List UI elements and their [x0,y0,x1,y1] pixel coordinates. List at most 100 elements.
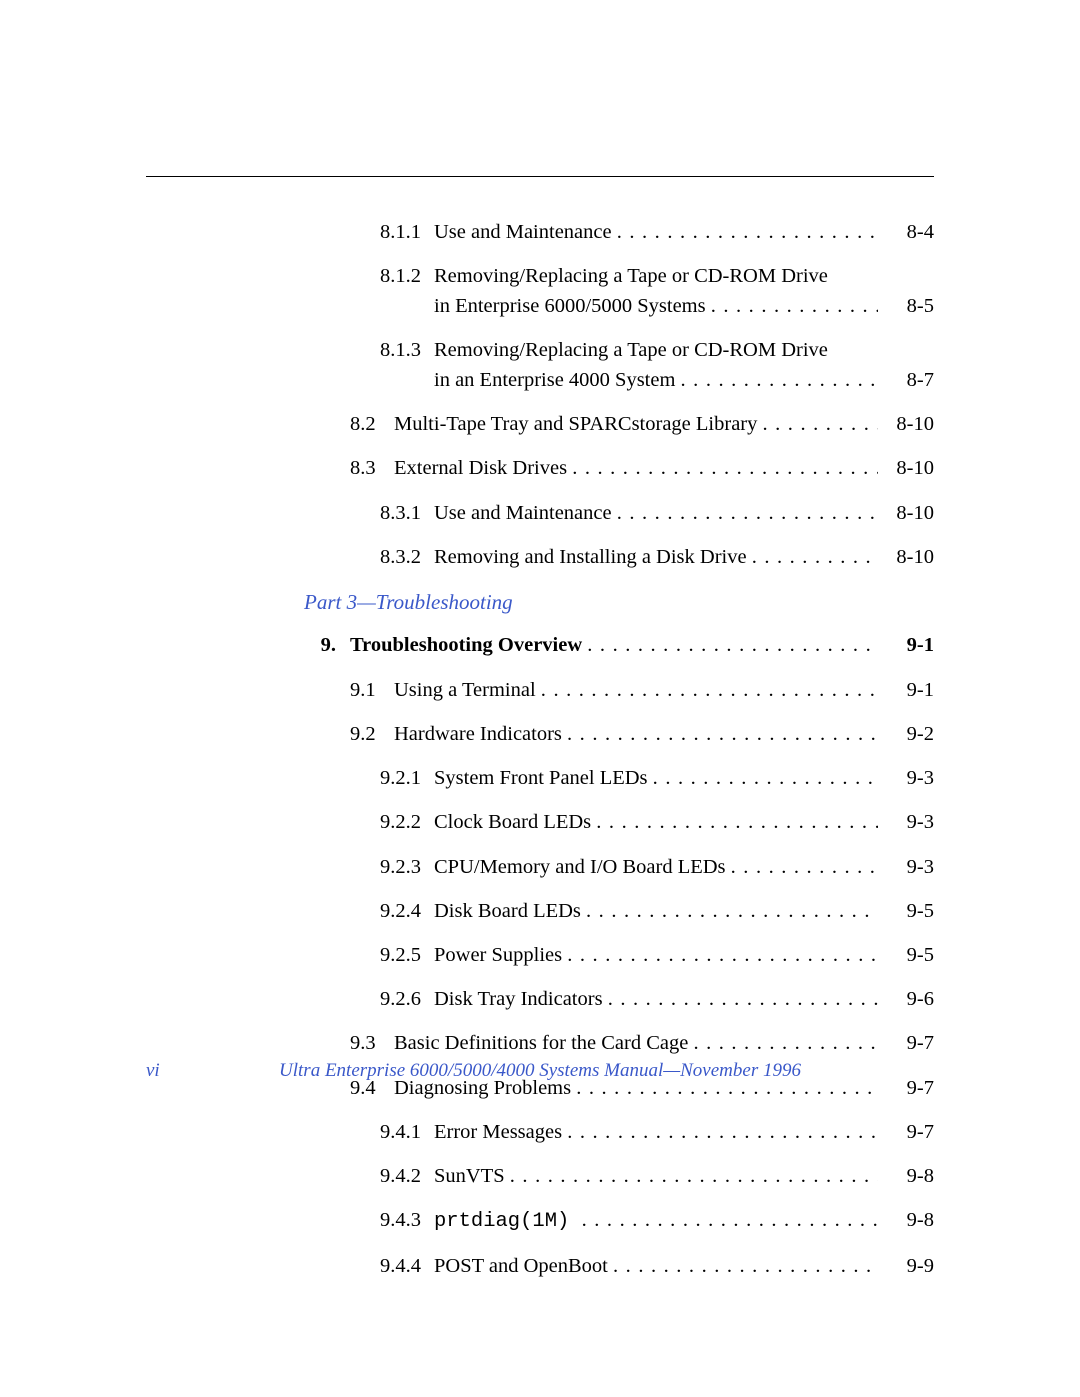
toc-entry-title: Clock Board LEDs [434,808,596,838]
toc-entry: 8.3External Disk Drives . . . . . . . . … [304,454,934,484]
leader-dots: . . . . . . . . . . . . . . . . . . . . … [596,808,878,838]
leader-dots: . . . . . . . . . . . . . . . . . . . . … [653,764,878,794]
leader-dots: . . . . . . . . . . . . . . . . . . . . … [752,543,878,573]
toc-entry-number: 8.3 [304,454,394,484]
toc-entry-number: 9.4.4 [304,1252,434,1282]
toc-entry-number: 9.4.1 [304,1118,434,1148]
page: 8.1.1Use and Maintenance . . . . . . . .… [0,0,1080,1397]
toc-entry-page: 9-5 [878,941,934,971]
leader-dots: . . . . . . . . . . . . . . . . . . . . … [567,941,878,971]
toc-entry-number: 9.2.5 [304,941,434,971]
toc-entry-title-col: Use and Maintenance . . . . . . . . . . … [434,499,934,529]
toc-entry-page: 9-7 [878,1029,934,1059]
toc-entry-page: 9-6 [878,985,934,1015]
leader-dots: . . . . . . . . . . . . . . . . . . . . … [711,292,878,322]
toc-entry-page: 9-3 [878,853,934,883]
toc-entry-title-col: prtdiag(1M) . . . . . . . . . . . . . . … [434,1206,934,1237]
leader-dots: . . . . . . . . . . . . . . . . . . . . … [586,897,878,927]
leader-dots: . . . . . . . . . . . . . . . . . . . . … [510,1162,878,1192]
toc-entry-title-col: POST and OpenBoot . . . . . . . . . . . … [434,1252,934,1282]
toc-entry: 8.3.1Use and Maintenance . . . . . . . .… [304,499,934,529]
toc-entry: 9.2.5Power Supplies . . . . . . . . . . … [304,941,934,971]
toc-entry-number: 9.2.6 [304,985,434,1015]
toc-entry: 9.2.3CPU/Memory and I/O Board LEDs . . .… [304,853,934,883]
toc-entry-page: 9-8 [878,1206,934,1236]
toc-entry-title-col: Removing/Replacing a Tape or CD-ROM Driv… [434,336,934,395]
toc-entry-title: Removing/Replacing a Tape or CD-ROM Driv… [434,336,828,366]
toc-entry-page: 8-10 [878,499,934,529]
toc-entry-title-col: Error Messages . . . . . . . . . . . . .… [434,1118,934,1148]
toc-entry: 9.4.3prtdiag(1M) . . . . . . . . . . . .… [304,1206,934,1237]
toc-entry-page: 8-10 [878,454,934,484]
toc-entry-number: 9.2 [304,720,394,750]
toc-entry-title: Use and Maintenance [434,218,617,248]
leader-dots: . . . . . . . . . . . . . . . . . . . . … [731,853,878,883]
toc-entry: 9.2.4Disk Board LEDs . . . . . . . . . .… [304,897,934,927]
toc-entry-number: 9.2.4 [304,897,434,927]
toc-entry-page: 9-9 [878,1252,934,1282]
toc-entry-title: Basic Definitions for the Card Cage [394,1029,693,1059]
table-of-contents: 8.1.1Use and Maintenance . . . . . . . .… [304,218,934,1296]
toc-entry-page: 9-8 [878,1162,934,1192]
toc-entry-title-col: Disk Board LEDs . . . . . . . . . . . . … [434,897,934,927]
toc-entry-title-cont: in Enterprise 6000/5000 Systems [434,292,711,322]
toc-entry-title-col: Hardware Indicators . . . . . . . . . . … [394,720,934,750]
toc-entry-title: Disk Tray Indicators [434,985,608,1015]
toc-entry-title-col: System Front Panel LEDs . . . . . . . . … [434,764,934,794]
toc-entry: 9.2.6Disk Tray Indicators . . . . . . . … [304,985,934,1015]
toc-entry: 9.Troubleshooting Overview . . . . . . .… [304,631,934,661]
toc-entry-number: 9.2.1 [304,764,434,794]
footer-title: Ultra Enterprise 6000/5000/4000 Systems … [279,1060,801,1081]
toc-entry: 8.1.2Removing/Replacing a Tape or CD-ROM… [304,262,934,321]
toc-entry-title: Error Messages [434,1118,567,1148]
toc-entry-page: 9-1 [878,676,934,706]
toc-entry-number: 9.2.2 [304,808,434,838]
toc-entry: 9.4.2SunVTS . . . . . . . . . . . . . . … [304,1162,934,1192]
toc-entry-page: 8-10 [878,543,934,573]
toc-entry-number: 9.4.2 [304,1162,434,1192]
toc-entry-title: Multi-Tape Tray and SPARCstorage Library [394,410,763,440]
leader-dots: . . . . . . . . . . . . . . . . . . . . … [541,676,878,706]
toc-entry-title-col: Removing and Installing a Disk Drive . .… [434,543,934,573]
toc-entry-title: Removing/Replacing a Tape or CD-ROM Driv… [434,262,828,292]
toc-entry: 9.4.4POST and OpenBoot . . . . . . . . .… [304,1252,934,1282]
toc-entry-number: 9.1 [304,676,394,706]
toc-entry: 9.2.1System Front Panel LEDs . . . . . .… [304,764,934,794]
toc-entry: 9.1Using a Terminal . . . . . . . . . . … [304,676,934,706]
leader-dots: . . . . . . . . . . . . . . . . . . . . … [617,499,878,529]
toc-entry-page: 8-7 [878,366,934,396]
leader-dots: . . . . . . . . . . . . . . . . . . . . … [613,1252,878,1282]
toc-entry-title: CPU/Memory and I/O Board LEDs [434,853,731,883]
toc-entry-title-col: Disk Tray Indicators . . . . . . . . . .… [434,985,934,1015]
toc-entry-number: 9.2.3 [304,853,434,883]
toc-entry-title-col: External Disk Drives . . . . . . . . . .… [394,454,934,484]
toc-entry-title: System Front Panel LEDs [434,764,653,794]
toc-entry-number: 8.1.1 [304,218,434,248]
toc-entry-title-cont: in an Enterprise 4000 System [434,366,681,396]
toc-entry-page: 9-1 [878,631,934,661]
toc-entry-number: 9.4.3 [304,1206,434,1236]
toc-entry: 9.3Basic Definitions for the Card Cage .… [304,1029,934,1059]
toc-entry-number: 8.3.2 [304,543,434,573]
toc-entry-title: Hardware Indicators [394,720,567,750]
leader-dots: . . . . . . . . . . . . . . . . . . . . … [567,1118,878,1148]
toc-entry: 9.2.2Clock Board LEDs . . . . . . . . . … [304,808,934,838]
toc-entry-number: 9.3 [304,1029,394,1059]
toc-entry-title-col: Clock Board LEDs . . . . . . . . . . . .… [434,808,934,838]
toc-entry: 8.1.1Use and Maintenance . . . . . . . .… [304,218,934,248]
leader-dots: . . . . . . . . . . . . . . . . . . . . … [572,454,878,484]
toc-entry-title-col: Troubleshooting Overview . . . . . . . .… [350,631,934,661]
leader-dots: . . . . . . . . . . . . . . . . . . . . … [681,366,878,396]
toc-entry-number: 9. [304,631,350,661]
toc-entry: 8.3.2Removing and Installing a Disk Driv… [304,543,934,573]
footer: Ultra Enterprise 6000/5000/4000 Systems … [0,1060,1080,1082]
leader-dots: . . . . . . . . . . . . . . . . . . . . … [567,720,878,750]
toc-entry-page: 9-3 [878,808,934,838]
leader-dots: . . . . . . . . . . . . . . . . . . . . … [693,1029,878,1059]
toc-entry-title: prtdiag(1M) [434,1207,582,1237]
leader-dots: . . . . . . . . . . . . . . . . . . . . … [608,985,878,1015]
toc-entry-page: 9-2 [878,720,934,750]
leader-dots: . . . . . . . . . . . . . . . . . . . . … [617,218,878,248]
toc-entry-number: 8.1.2 [304,262,434,292]
toc-entry: 9.2Hardware Indicators . . . . . . . . .… [304,720,934,750]
